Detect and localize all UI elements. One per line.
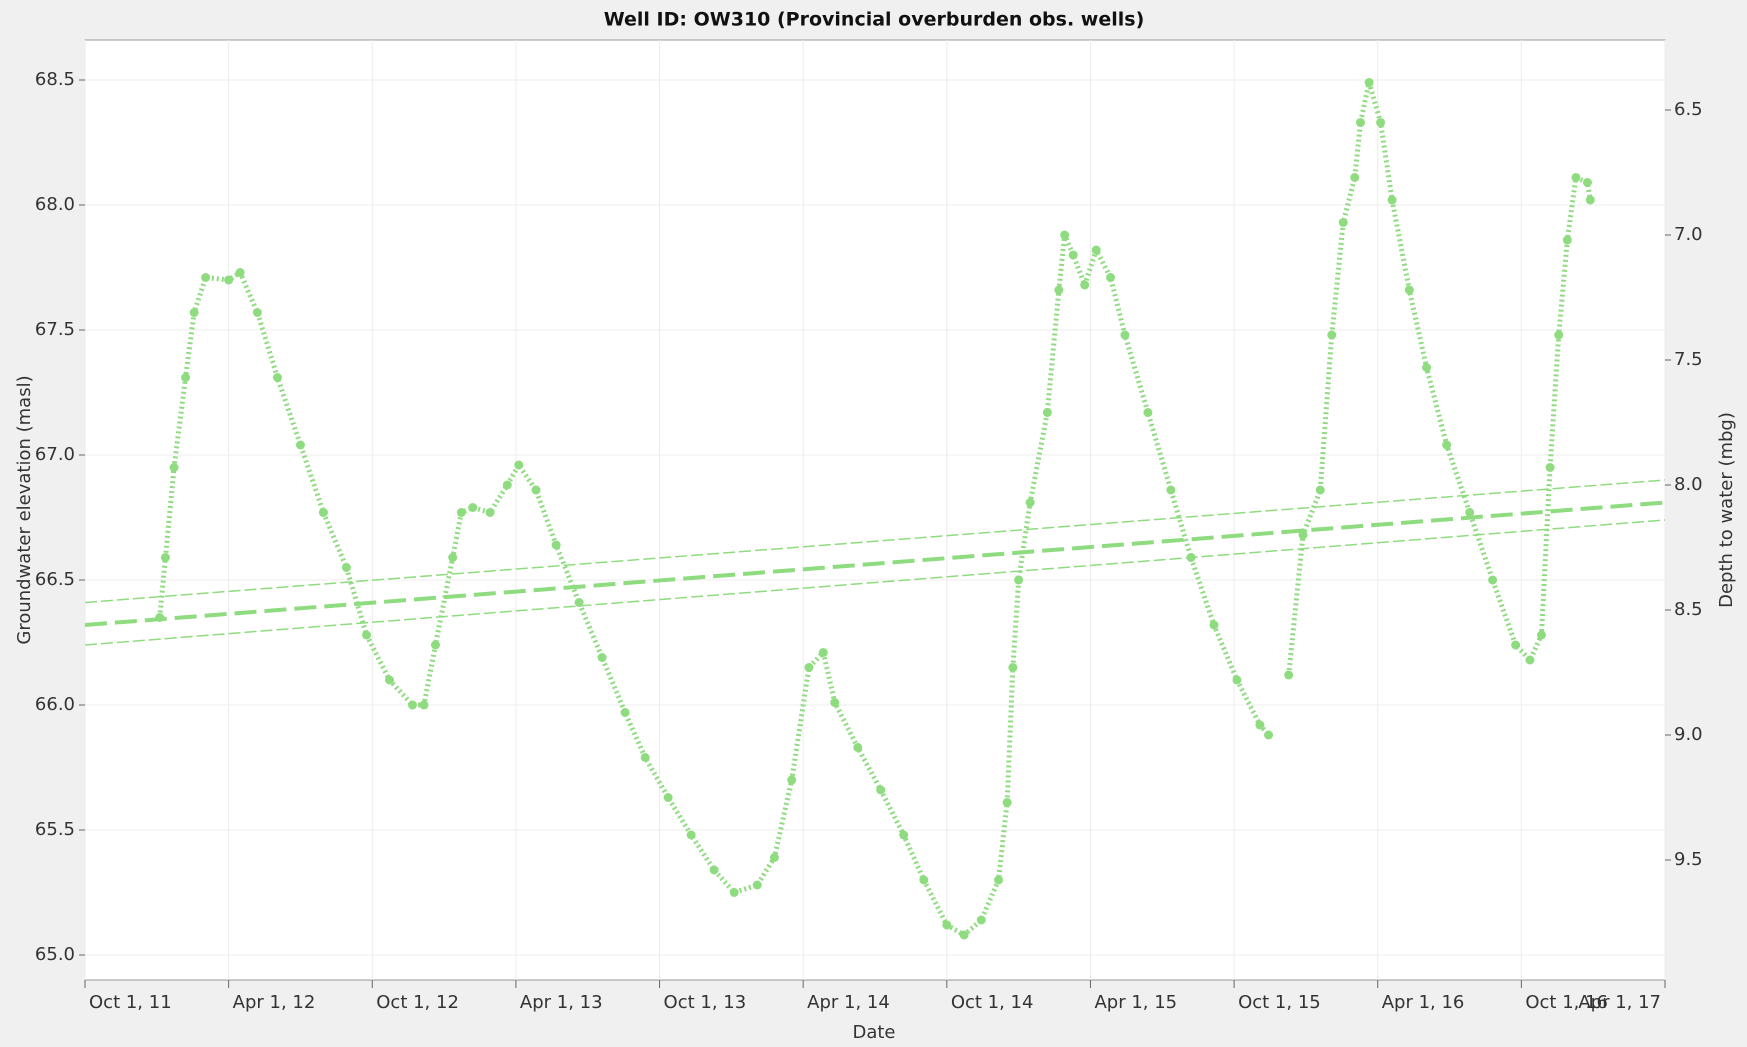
x-tick-label: Apr 1, 14: [807, 992, 890, 1013]
x-tick-label: Apr 1, 12: [233, 992, 316, 1013]
x-tick-label: Apr 1, 17: [1578, 992, 1661, 1013]
y-tick-label: 65.5: [35, 819, 75, 840]
x-tick-label: Oct 1, 11: [89, 992, 172, 1013]
chart-title: Well ID: OW310 (Provincial overburden ob…: [604, 9, 1145, 31]
y-axis-label: Groundwater elevation (masl): [14, 375, 35, 644]
data-point: [1080, 280, 1090, 290]
y2-tick-label: 7.0: [1674, 224, 1703, 245]
x-tick-label: Apr 1, 15: [1094, 992, 1177, 1013]
confidence-line: [84, 479, 1666, 604]
data-point: [1571, 173, 1581, 182]
y-tick-label: 65.0: [35, 944, 75, 965]
y2-axis-label: Depth to water (mbg): [1716, 412, 1737, 608]
trend-line: [84, 500, 1666, 627]
y2-tick-label: 8.5: [1674, 599, 1703, 620]
data-point: [1120, 330, 1130, 340]
x-tick-label: Oct 1, 14: [951, 992, 1034, 1013]
y-tick-label: 66.5: [35, 569, 75, 590]
y2-tick-label: 9.5: [1674, 849, 1703, 870]
x-tick-label: Oct 1, 15: [1238, 992, 1321, 1013]
y-tick-label: 68.0: [35, 194, 75, 215]
data-point: [1511, 640, 1521, 650]
data-point: [1002, 798, 1012, 807]
x-tick-label: Oct 1, 12: [376, 992, 459, 1013]
x-axis-label: Date: [852, 1022, 895, 1043]
data-point: [407, 700, 417, 710]
y2-tick-label: 8.0: [1674, 474, 1703, 495]
y2-tick-label: 6.5: [1674, 99, 1703, 120]
y-tick-label: 68.5: [35, 69, 75, 90]
data-trace: [1286, 80, 1593, 676]
x-tick-label: Oct 1, 16: [1525, 992, 1608, 1013]
y-tick-label: 67.0: [35, 444, 75, 465]
x-tick-label: Oct 1, 13: [664, 992, 747, 1013]
y-tick-label: 67.5: [35, 319, 75, 340]
data-point: [318, 508, 328, 517]
y-tick-label: 66.0: [35, 694, 75, 715]
confidence-line: [84, 519, 1666, 646]
x-tick-label: Apr 1, 16: [1382, 992, 1465, 1013]
y2-tick-label: 9.0: [1674, 724, 1703, 745]
y2-tick-label: 7.5: [1674, 349, 1703, 370]
data-point: [362, 630, 372, 640]
plot-area: [84, 39, 1666, 981]
x-tick-label: Apr 1, 13: [520, 992, 603, 1013]
